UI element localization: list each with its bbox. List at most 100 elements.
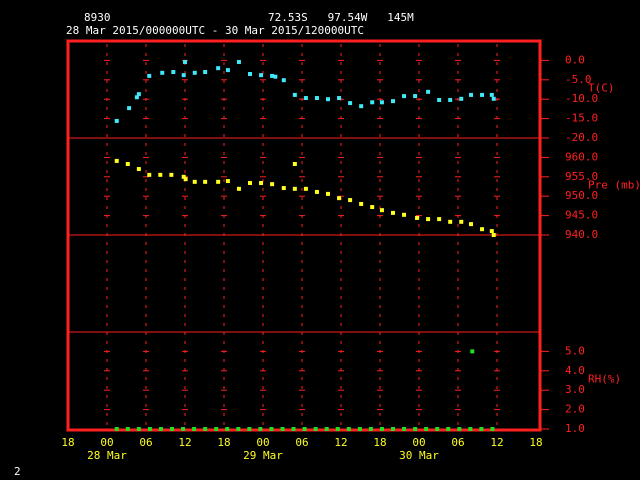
point [435,427,440,431]
point [457,427,462,431]
point [192,70,197,75]
point [480,227,485,232]
point [446,427,451,431]
point [203,70,208,75]
point [391,427,395,431]
point [270,182,275,187]
x-tick-label: 12 [334,436,347,449]
point [114,427,119,431]
location: 72.53S 97.54W 145M [268,11,414,24]
point [203,427,208,431]
date-label: 28 Mar [87,449,127,462]
point [459,219,464,224]
point [216,179,221,184]
point [160,70,165,75]
point [147,73,152,78]
axis-label: RH(%) [588,373,621,386]
x-tick-label: 18 [373,436,386,449]
date-label: 29 Mar [243,449,283,462]
point [326,97,330,102]
point [203,179,208,184]
point [391,210,395,215]
point [379,100,384,105]
point [158,427,163,431]
point [357,427,362,431]
x-tick-label: 00 [256,436,269,449]
point [183,177,188,182]
point [270,73,275,78]
x-tick-label: 00 [412,436,425,449]
axis-label: T(C) [588,82,615,95]
point [326,191,330,196]
point [292,92,297,97]
point [448,97,453,102]
point [370,100,375,105]
point [225,68,230,73]
point [181,427,186,431]
y-tick-label: 945.0 [565,209,598,222]
point [448,219,453,224]
point [225,427,230,431]
point [314,189,319,194]
x-tick-label: 18 [217,436,230,449]
y-tick-label: 940.0 [565,228,598,241]
point [491,96,496,101]
point [348,198,353,203]
period: 28 Mar 2015/000000UTC - 30 Mar 2015/1200… [66,24,364,37]
point [368,427,373,431]
point [303,186,308,191]
y-tick-label: 2.0 [565,403,585,416]
point [491,233,496,237]
point [125,161,130,166]
point [158,172,163,177]
date-label: 30 Mar [399,449,439,462]
point [248,181,252,186]
y-tick-label: 955.0 [565,170,598,183]
point [359,104,364,109]
point [337,196,342,201]
point [402,427,407,431]
point [426,217,431,222]
point [469,222,473,227]
point [437,97,442,102]
page-number: 2 [14,465,21,478]
point [314,96,319,101]
point [273,74,278,79]
point [348,101,353,106]
point [281,78,286,83]
y-tick-label: 1.0 [565,422,585,435]
point [480,92,485,97]
point [192,427,197,431]
station-id: 8930 [84,11,111,24]
point [415,215,420,220]
point [468,427,473,431]
point [183,59,187,64]
point [169,172,174,177]
point [292,161,297,166]
point [236,427,241,431]
point [236,59,241,64]
axis-label: Pre (mb) [588,179,640,192]
point [136,167,141,172]
x-tick-label: 00 [100,436,113,449]
y-tick-label: -20.0 [565,131,598,144]
point [479,427,484,431]
point [248,71,252,76]
point [346,427,351,431]
y-tick-label: 5.0 [565,344,585,357]
point [324,427,329,431]
point [424,427,429,431]
point [114,158,119,163]
point [136,92,141,97]
point [125,427,130,431]
y-tick-label: 4.0 [565,364,585,377]
y-tick-label: 950.0 [565,189,598,202]
point [379,208,384,213]
x-tick-label: 06 [451,436,464,449]
point [370,205,375,210]
point [359,201,364,206]
point [426,89,431,94]
point [335,427,340,431]
point [459,96,464,101]
point [147,427,152,431]
